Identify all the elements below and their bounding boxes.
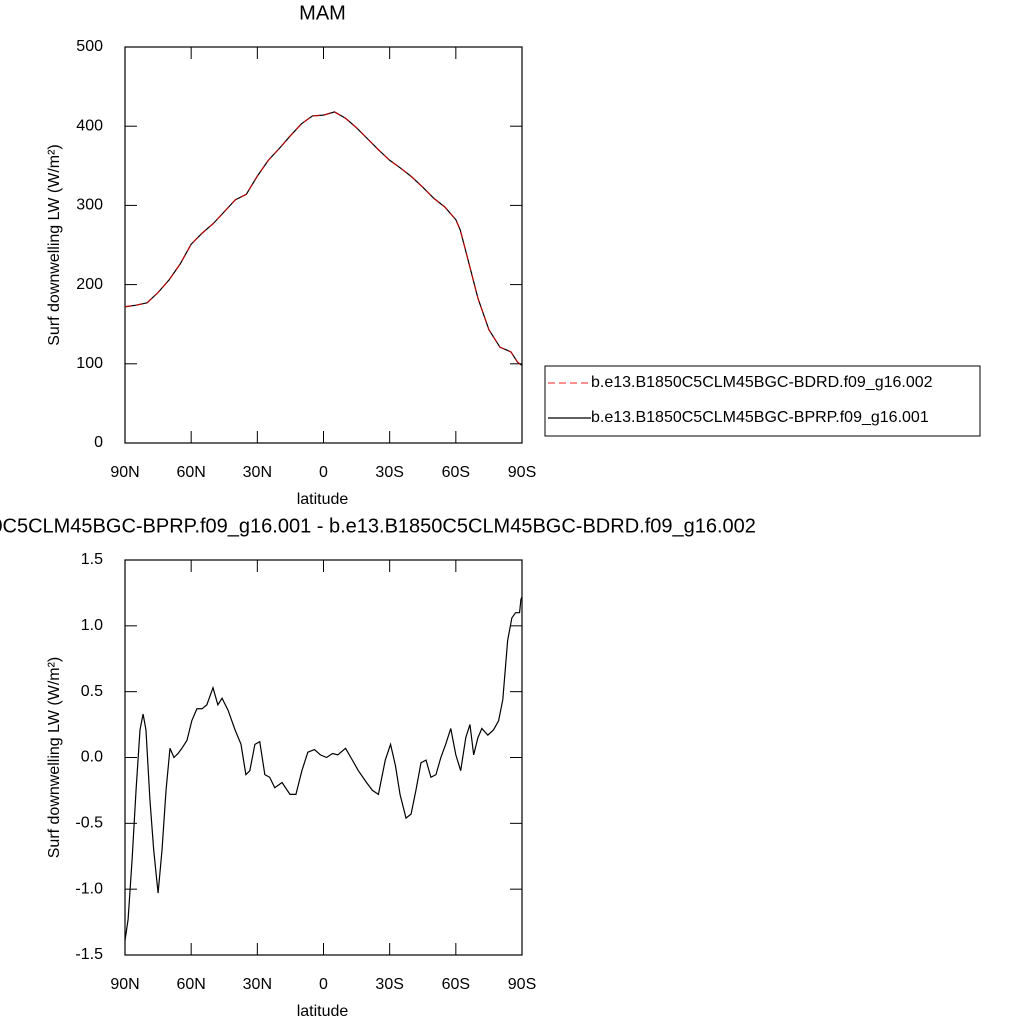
x-tick-label: 30S: [375, 464, 403, 481]
y-axis-label: Surf downwelling LW (W/m²): [46, 144, 63, 346]
data-line: [124, 111, 523, 366]
x-tick-label: 30N: [243, 976, 272, 993]
y-tick-label: 500: [76, 38, 103, 55]
x-tick-label: 0: [319, 976, 328, 993]
x-axis-label: latitude: [297, 1003, 349, 1020]
x-tick-label: 60N: [176, 976, 205, 993]
data-line: [124, 111, 523, 366]
y-tick-label: 300: [76, 197, 103, 214]
x-tick-label: 0: [319, 464, 328, 481]
y-tick-label: 0.0: [81, 749, 103, 766]
data-line: [124, 596, 523, 941]
x-axis-label: latitude: [297, 491, 349, 508]
x-tick-label: 60S: [442, 464, 470, 481]
x-tick-label: 60N: [176, 464, 205, 481]
x-tick-label: 60S: [442, 976, 470, 993]
legend-label: b.e13.B1850C5CLM45BGC-BDRD.f09_g16.002: [591, 374, 933, 391]
plot-frame: [124, 46, 523, 444]
y-tick-label: -0.5: [75, 815, 103, 832]
legend-label: b.e13.B1850C5CLM45BGC-BPRP.f09_g16.001: [591, 409, 929, 426]
y-tick-label: -1.0: [75, 880, 103, 897]
x-tick-label: 90N: [110, 976, 139, 993]
x-tick-label: 90N: [110, 464, 139, 481]
y-tick-label: 200: [76, 276, 103, 293]
y-tick-label: 0: [94, 434, 103, 451]
y-axis-label: Surf downwelling LW (W/m²): [46, 657, 63, 859]
x-tick-label: 30N: [243, 464, 272, 481]
x-tick-label: 90S: [508, 976, 536, 993]
y-tick-label: 0.5: [81, 683, 103, 700]
y-tick-label: -1.5: [75, 946, 103, 963]
x-tick-label: 90S: [508, 464, 536, 481]
plot-frame: [124, 559, 523, 956]
chart-title: MAM: [299, 2, 346, 24]
legend-box: [544, 365, 981, 437]
y-tick-label: 100: [76, 355, 103, 372]
y-tick-label: 1.0: [81, 617, 103, 634]
chart-title: b.e13.B1850C5CLM45BGC-BPRP.f09_g16.001 -…: [0, 515, 756, 537]
x-tick-label: 30S: [375, 976, 403, 993]
y-tick-label: 1.5: [81, 551, 103, 568]
y-tick-label: 400: [76, 117, 103, 134]
